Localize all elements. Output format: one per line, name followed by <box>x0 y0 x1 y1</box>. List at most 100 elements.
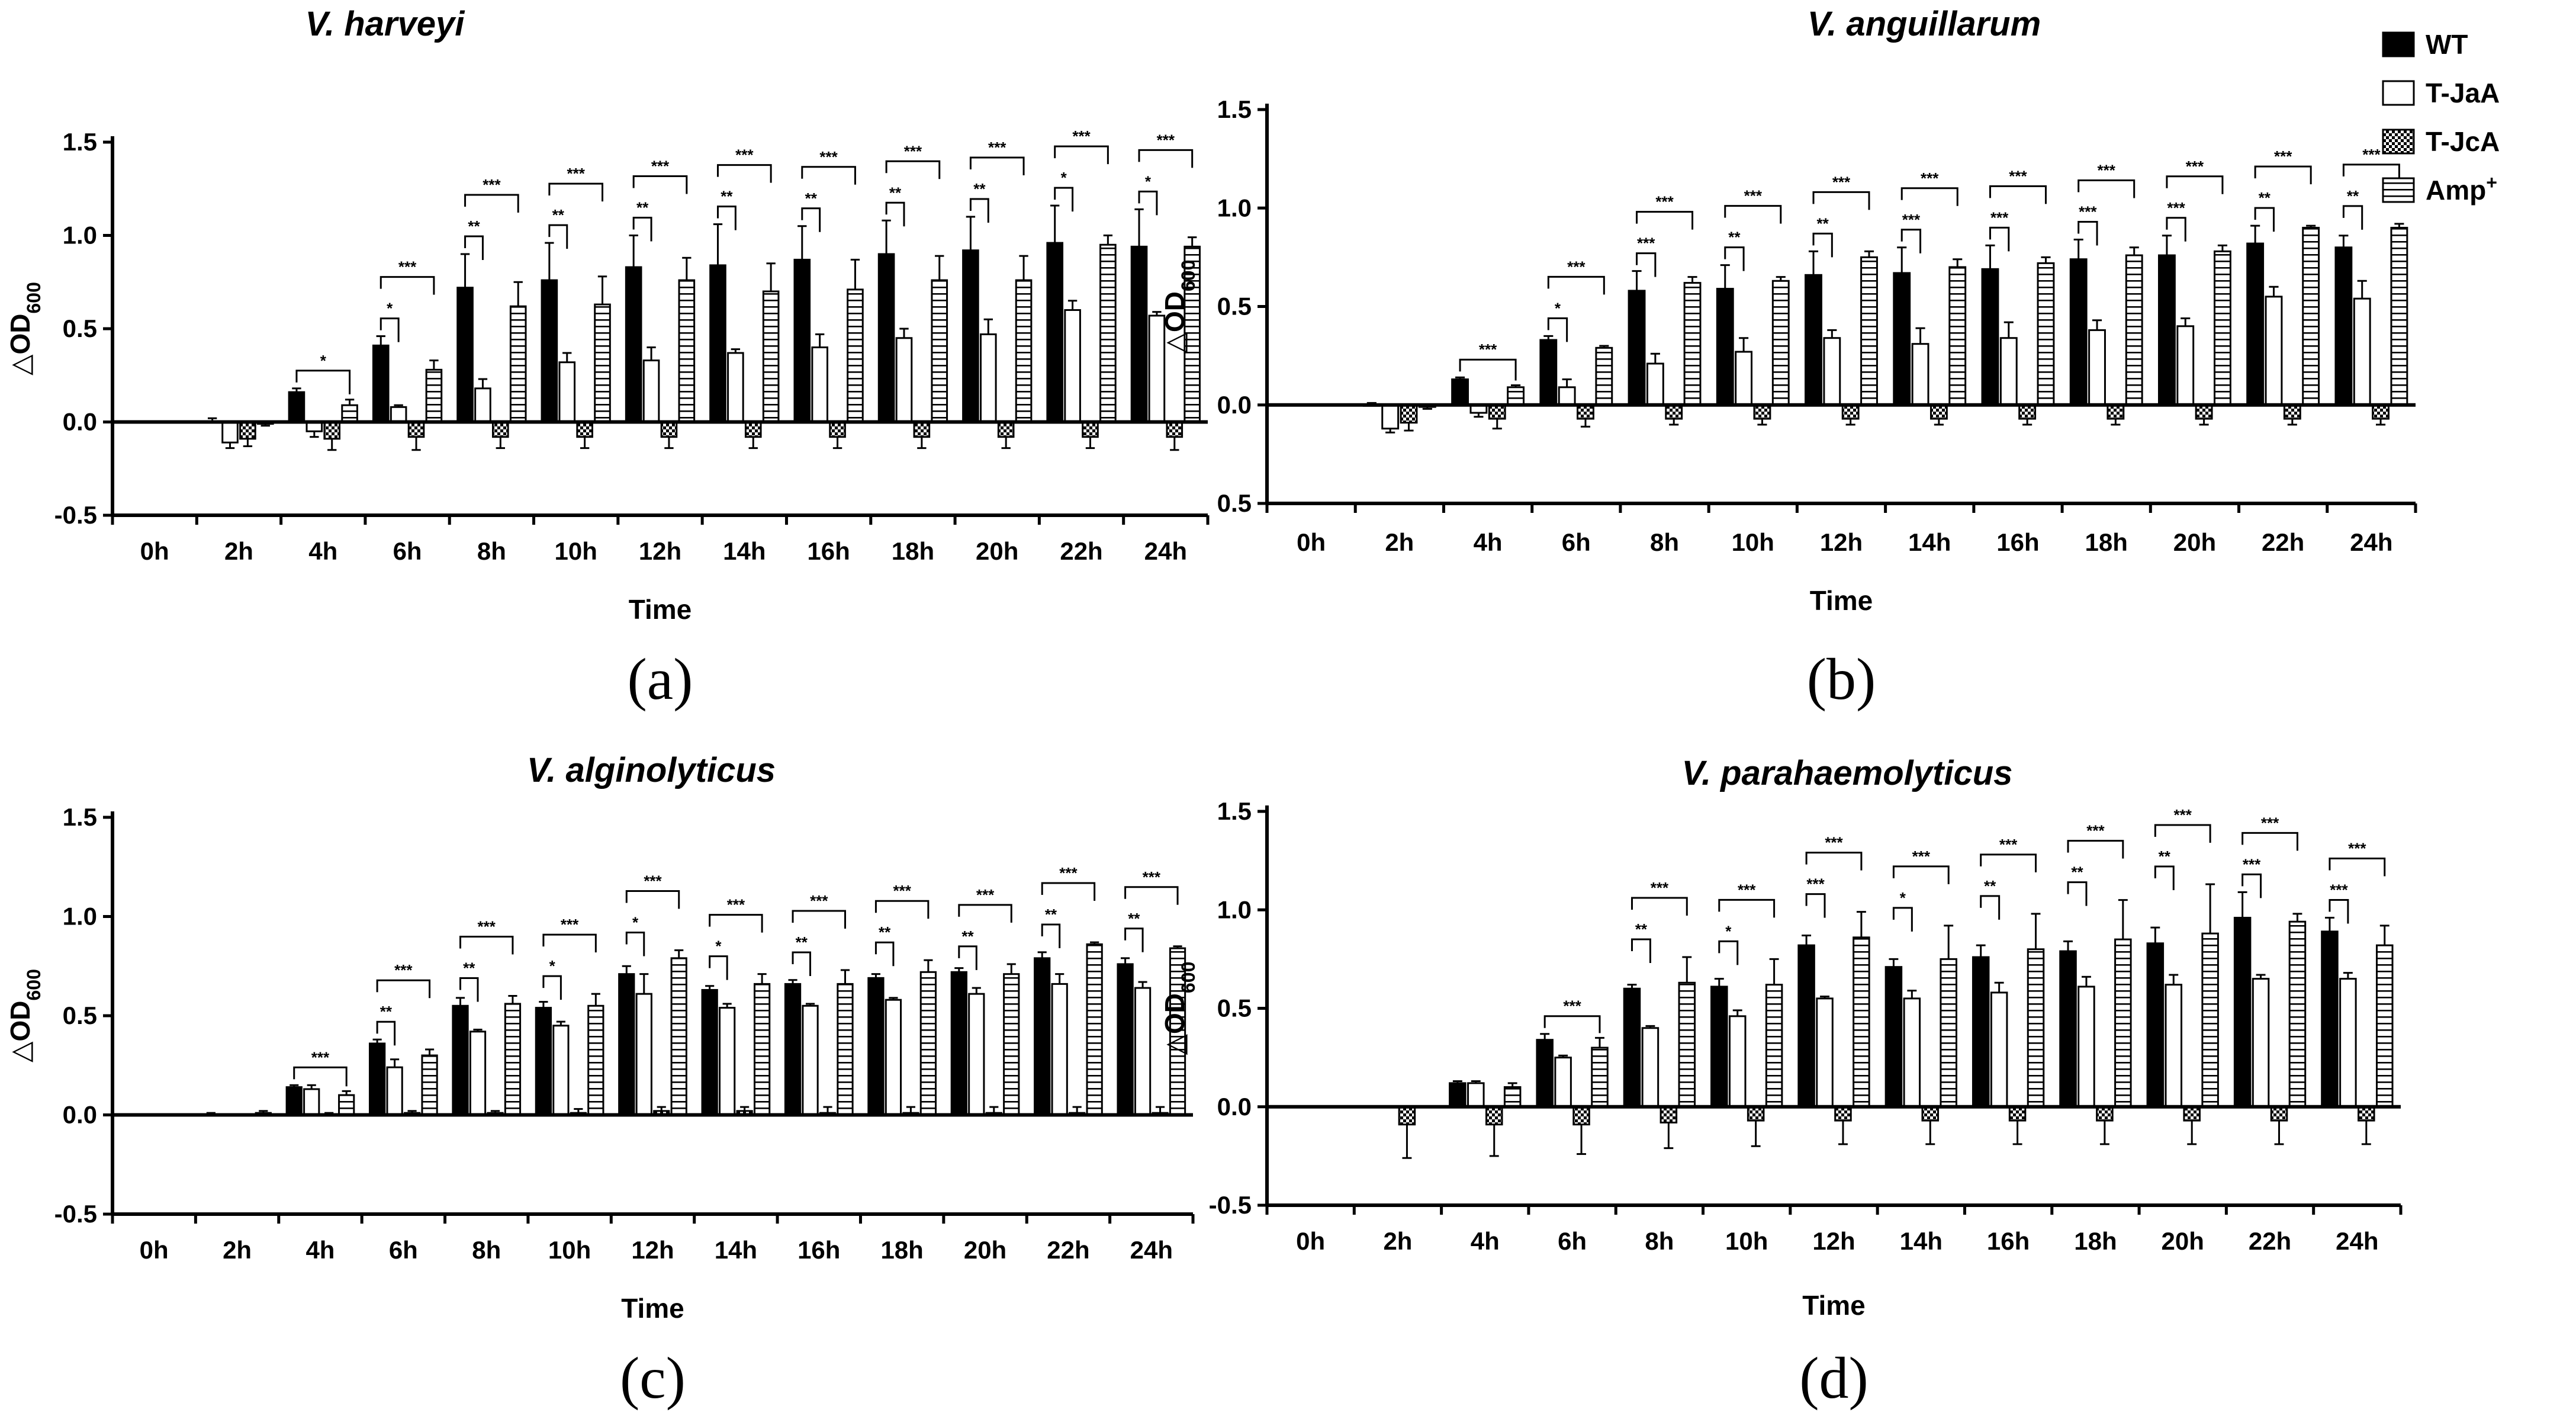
significance-label: *** <box>727 896 745 914</box>
bar-t-jaa-24h <box>1134 987 1152 1116</box>
bracket-line <box>293 1066 348 1087</box>
y-axis-label-sub: 600 <box>23 969 44 1000</box>
bracket-line <box>632 217 652 242</box>
bar-t-jca-24h <box>1166 421 1184 438</box>
x-tick-label-16h: 16h <box>797 1236 840 1264</box>
x-axis-label: Time <box>1810 585 1873 616</box>
bar-wt-4h <box>285 1086 303 1116</box>
significance-bracket: *** <box>2241 855 2262 898</box>
significance-bracket: *** <box>2154 806 2211 843</box>
x-tick-label-4h: 4h <box>305 1236 335 1264</box>
significance-label: *** <box>1832 173 1851 191</box>
bracket-line <box>376 1020 396 1046</box>
bar-wt-14h <box>1884 966 1903 1108</box>
bar-t-jaa-22h <box>2265 296 2283 406</box>
x-tick-label-12h: 12h <box>631 1236 674 1264</box>
bracket-line <box>1980 853 2037 872</box>
significance-label: ** <box>1635 920 1648 938</box>
significance-label: ** <box>796 933 808 951</box>
significance-label: ** <box>879 923 891 941</box>
y-tick-label: 1.5 <box>1217 95 1252 123</box>
x-tick-label-22h: 22h <box>2249 1227 2291 1255</box>
bar-t-jaa-12h <box>642 359 660 423</box>
bracket-line <box>2329 858 2386 877</box>
significance-label: *** <box>735 146 754 164</box>
significance-label: ** <box>721 188 733 206</box>
x-tick-label-2h: 2h <box>223 1236 252 1264</box>
bar-t-jaa-2h <box>1381 404 1400 430</box>
significance-bracket: *** <box>2329 881 2349 924</box>
significance-label: *** <box>1567 258 1586 275</box>
x-tick-label-2h: 2h <box>1383 1227 1412 1255</box>
bar-t-jaa-8h <box>469 1031 487 1116</box>
significance-bracket: *** <box>1805 875 1826 918</box>
bracket-line <box>2342 205 2363 230</box>
x-tick-label-16h: 16h <box>1996 528 2039 556</box>
significance-bracket: *** <box>792 892 846 929</box>
bar-amp-16h <box>2027 948 2045 1108</box>
bar-t-jaa-20h <box>979 333 997 423</box>
bar-amp-8h <box>504 1003 522 1116</box>
bar-wt-6h <box>372 344 390 423</box>
x-tick-label-16h: 16h <box>1987 1227 2030 1255</box>
bracket-line <box>2166 217 2186 242</box>
significance-label: *** <box>567 165 586 182</box>
bar-amp-14h <box>1940 958 1957 1108</box>
bar-t-jca-12h <box>1841 404 1860 420</box>
bar-t-jaa-10h <box>558 361 576 423</box>
y-axis-label-main: △OD <box>1159 291 1190 353</box>
y-tick-label: 1.0 <box>1217 895 1252 923</box>
bracket-line <box>542 975 562 1000</box>
bar-amp-14h <box>753 983 771 1116</box>
significance-label: *** <box>810 892 828 910</box>
x-tick-label-4h: 4h <box>1471 1227 1500 1255</box>
significance-bracket: *** <box>1636 235 1657 277</box>
bar-amp-12h <box>678 279 696 423</box>
significance-label: * <box>1900 889 1906 907</box>
bracket-line <box>632 175 688 194</box>
bracket-line <box>1812 232 1833 258</box>
bar-amp-22h <box>1086 943 1103 1116</box>
y-tick-label: 0.0 <box>1217 391 1252 419</box>
significance-label: *** <box>976 886 995 904</box>
legend-label: T-JcA <box>2426 126 2500 157</box>
chart-title: V. anguillarum <box>1808 5 2041 43</box>
legend: WT T-JaA T-JcA Amp+ <box>2382 29 2500 206</box>
bar-wt-12h <box>625 266 642 423</box>
y-axis-label-sub: 600 <box>1178 962 1199 993</box>
significance-label: ** <box>889 184 902 201</box>
x-tick-label-10h: 10h <box>1725 1227 1768 1255</box>
bracket-line <box>1980 895 2001 920</box>
bar-wt-16h <box>793 258 811 423</box>
bar-t-jaa-4h <box>303 1088 320 1116</box>
significance-bracket: * <box>1138 172 1158 216</box>
significance-label: *** <box>651 158 670 175</box>
significance-label: *** <box>1655 193 1674 211</box>
significance-label: *** <box>483 176 501 194</box>
significance-label: *** <box>2167 199 2185 217</box>
significance-label: *** <box>2079 203 2097 220</box>
significance-bracket: * <box>1892 889 1913 932</box>
x-tick-label-8h: 8h <box>477 537 506 565</box>
x-tick-label-6h: 6h <box>393 537 422 565</box>
legend-item-wt: WT <box>2382 29 2468 60</box>
significance-bracket: *** <box>1636 193 1694 230</box>
y-tick-label: 1.5 <box>63 128 97 156</box>
panel-label: (d) <box>1799 1345 1869 1411</box>
bar-t-jca-14h <box>1929 404 1948 420</box>
significance-bracket: *** <box>1124 868 1179 905</box>
bar-wt-8h <box>456 287 474 423</box>
significance-label: *** <box>2362 146 2381 163</box>
bracket-line <box>464 194 519 213</box>
bar-amp-4h <box>1503 1086 1522 1108</box>
bar-t-jca-2h <box>1400 404 1418 424</box>
bracket-line <box>885 201 905 227</box>
x-tick-label-10h: 10h <box>555 537 597 565</box>
significance-bracket: * <box>542 957 562 1000</box>
significance-bracket: *** <box>625 872 680 909</box>
x-tick-label-14h: 14h <box>723 537 766 565</box>
bar-wt-12h <box>1805 274 1822 406</box>
significance-bracket: *** <box>1054 127 1109 165</box>
significance-bracket: *** <box>716 146 772 183</box>
bar-t-jca-10h <box>1747 1106 1765 1122</box>
